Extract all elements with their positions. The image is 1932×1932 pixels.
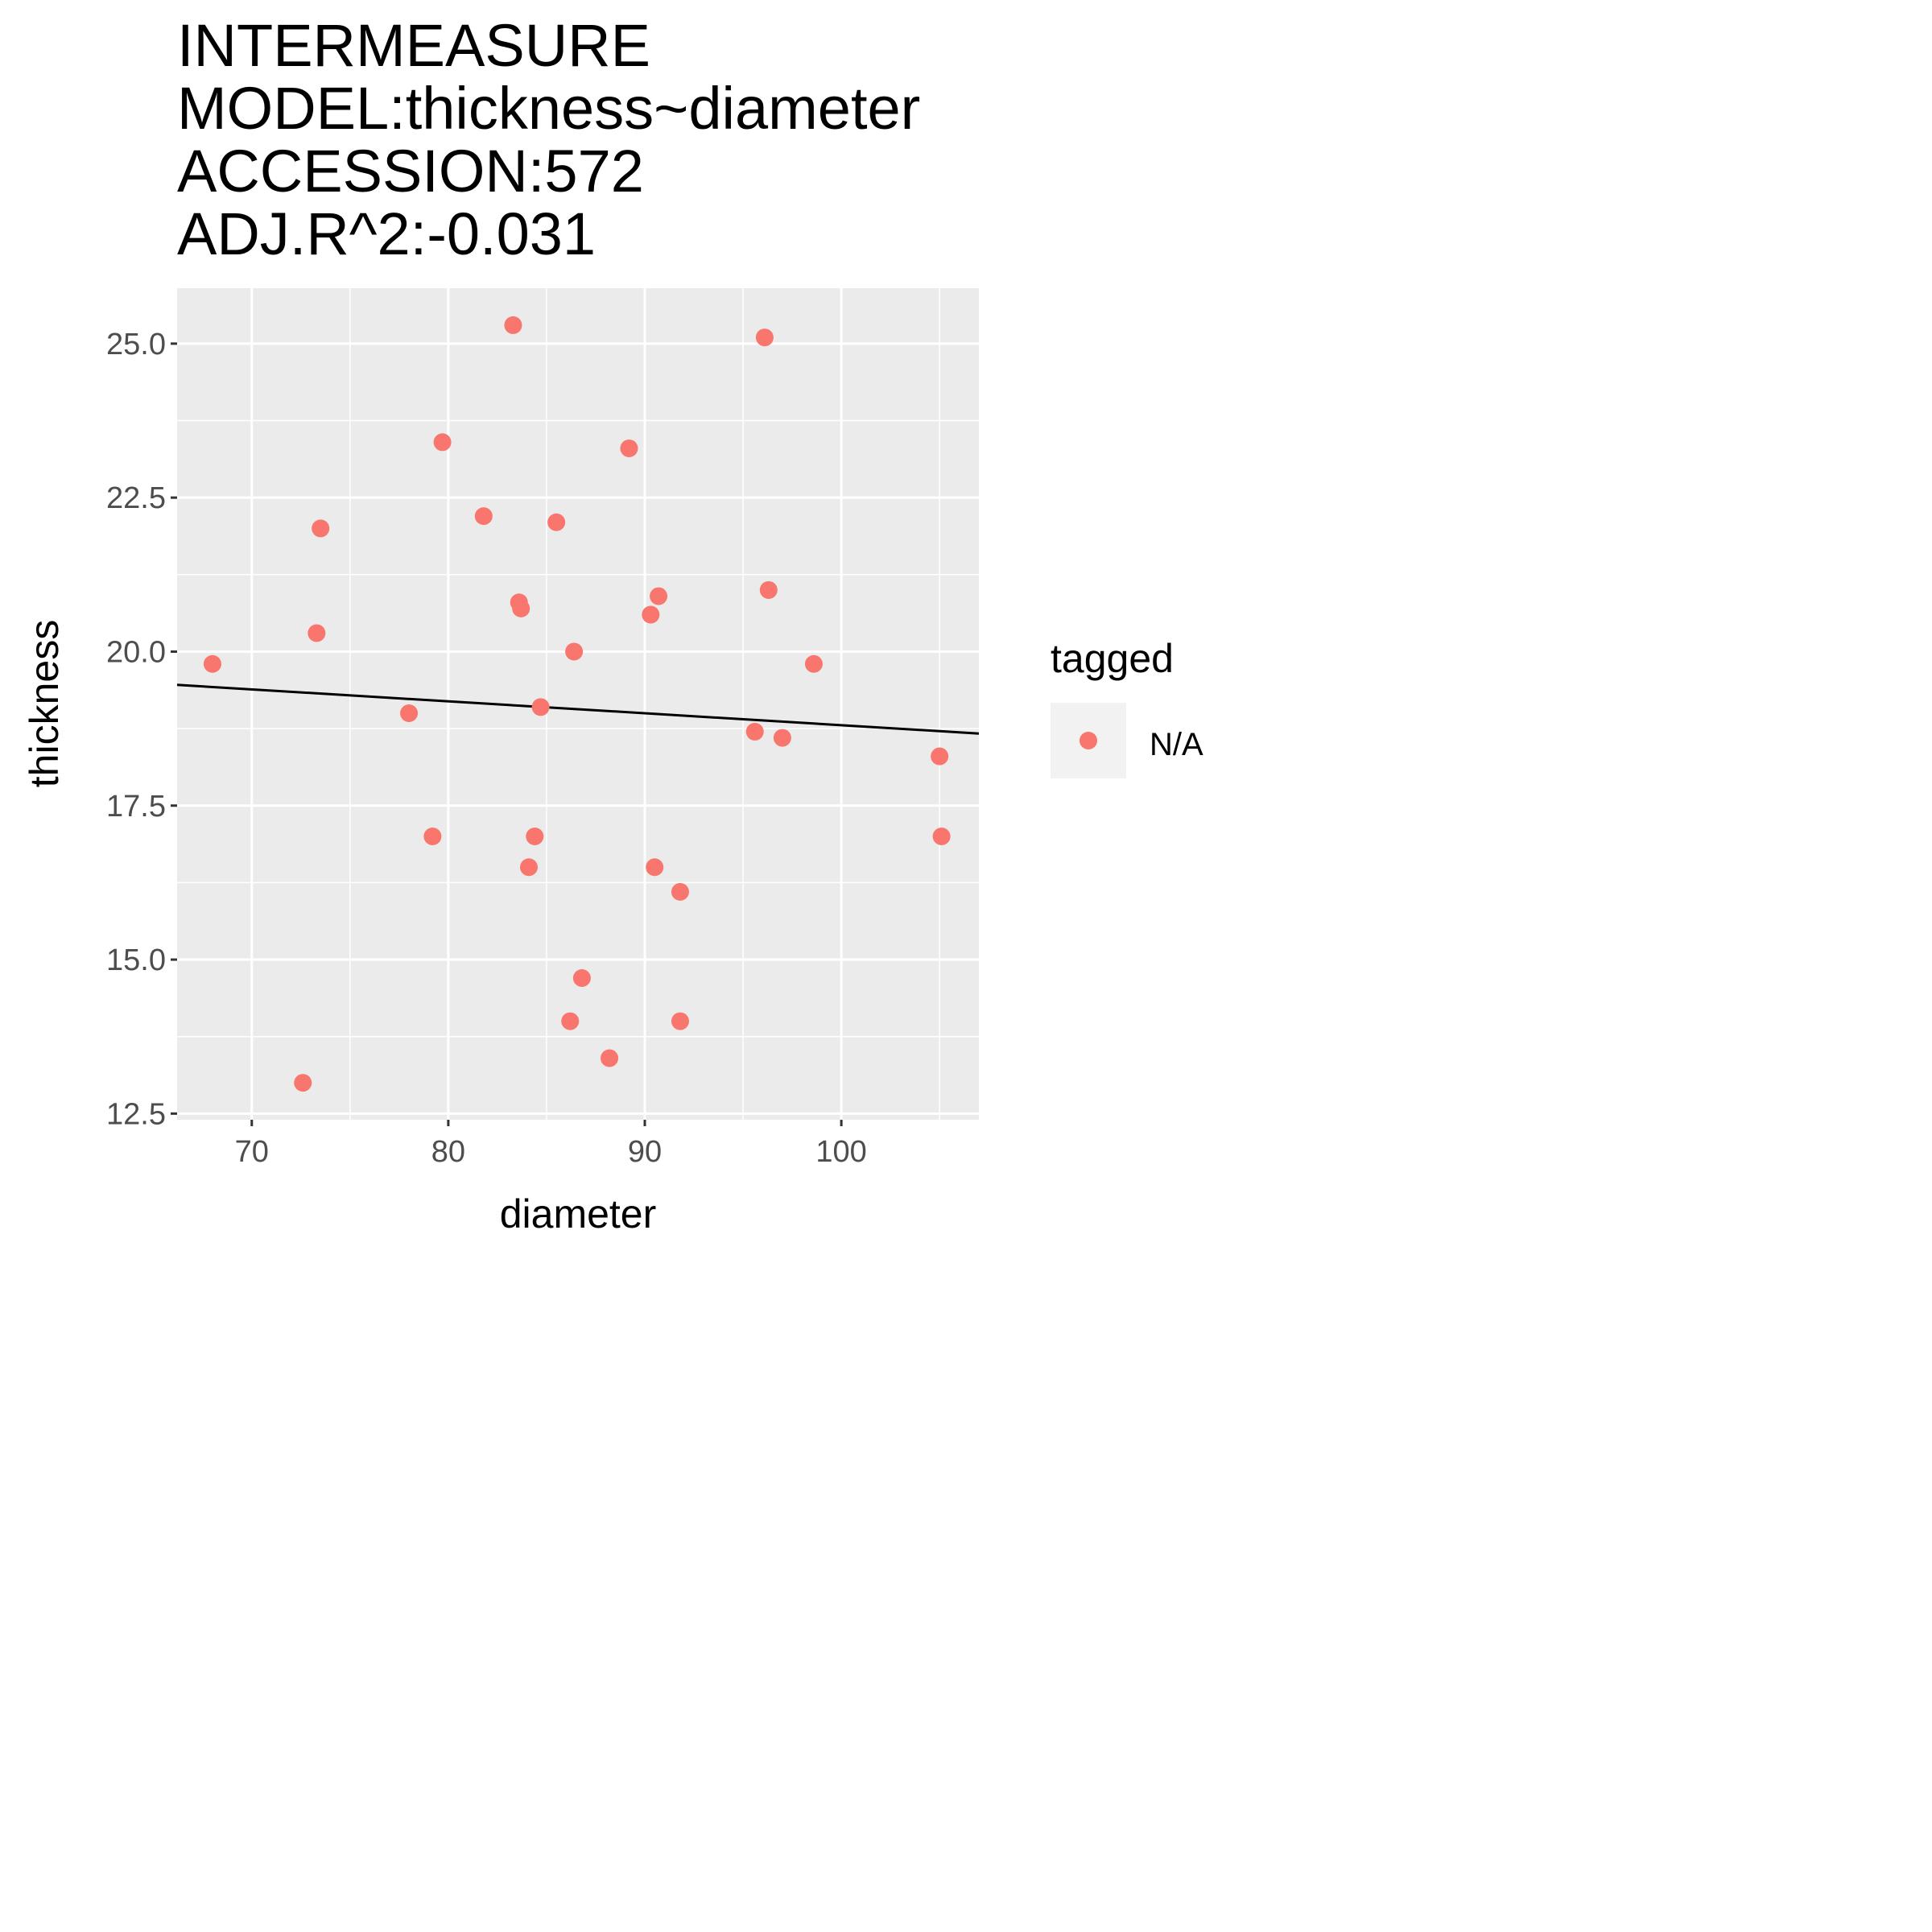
- data-point: [519, 858, 538, 877]
- data-point: [504, 316, 522, 334]
- chart-title: INTERMEASURE MODEL:thickness~diameter AC…: [177, 12, 920, 267]
- regression-line: [176, 683, 980, 735]
- y-tick-label: 25.0: [106, 328, 166, 361]
- data-point: [526, 828, 544, 846]
- data-point: [474, 507, 493, 526]
- legend-label-na: N/A: [1150, 727, 1203, 762]
- y-tick-label: 20.0: [106, 635, 166, 669]
- data-point: [620, 439, 638, 457]
- data-point: [759, 580, 778, 599]
- legend-title: tagged: [1051, 636, 1174, 681]
- data-point: [294, 1074, 312, 1092]
- data-point: [561, 1012, 580, 1030]
- data-point: [423, 828, 442, 846]
- data-point: [547, 513, 566, 531]
- y-axis-title: thickness: [22, 620, 67, 787]
- x-tick-label: 100: [815, 1135, 866, 1169]
- title-line-2: MODEL:thickness~diameter: [177, 75, 920, 142]
- scatter-chart: INTERMEASURE MODEL:thickness~diameter AC…: [22, 12, 1203, 1236]
- minor-gridlines: [177, 288, 979, 1120]
- data-point: [433, 433, 452, 452]
- data-point: [565, 642, 584, 661]
- data-point: [601, 1049, 619, 1067]
- y-tick-label: 22.5: [106, 481, 166, 515]
- x-tick-label: 90: [628, 1135, 662, 1169]
- title-line-3: ACCESSION:572: [177, 138, 644, 204]
- x-axis: 70 80 90 100: [235, 1120, 867, 1169]
- y-tick-label: 15.0: [106, 943, 166, 977]
- data-point: [512, 599, 530, 617]
- data-point: [745, 722, 764, 741]
- data-point: [531, 698, 550, 716]
- data-point: [671, 1012, 689, 1030]
- title-line-4: ADJ.R^2:-0.031: [177, 200, 596, 267]
- data-point: [804, 654, 823, 673]
- data-point: [932, 828, 951, 846]
- data-point: [308, 624, 326, 642]
- x-tick-label: 70: [235, 1135, 269, 1169]
- data-point: [400, 704, 419, 722]
- data-point: [572, 969, 591, 988]
- data-point: [642, 605, 660, 624]
- data-points: [203, 316, 951, 1092]
- data-point: [931, 747, 949, 766]
- data-point: [773, 729, 791, 747]
- data-point: [755, 328, 774, 347]
- y-tick-label: 12.5: [106, 1097, 166, 1131]
- data-point: [650, 587, 668, 605]
- data-point: [646, 858, 664, 877]
- legend: tagged N/A: [1051, 636, 1203, 778]
- title-line-1: INTERMEASURE: [177, 12, 650, 79]
- data-point: [203, 654, 221, 673]
- regression-line-group: [176, 683, 980, 735]
- plot-panel: [177, 288, 979, 1120]
- x-tick-label: 80: [431, 1135, 465, 1169]
- legend-key-point: [1080, 732, 1097, 749]
- data-point: [671, 882, 689, 901]
- y-axis: 12.5 15.0 17.5 20.0 22.5 25.0: [106, 328, 177, 1131]
- data-point: [312, 519, 330, 538]
- x-axis-title: diameter: [500, 1191, 657, 1236]
- y-tick-label: 17.5: [106, 790, 166, 824]
